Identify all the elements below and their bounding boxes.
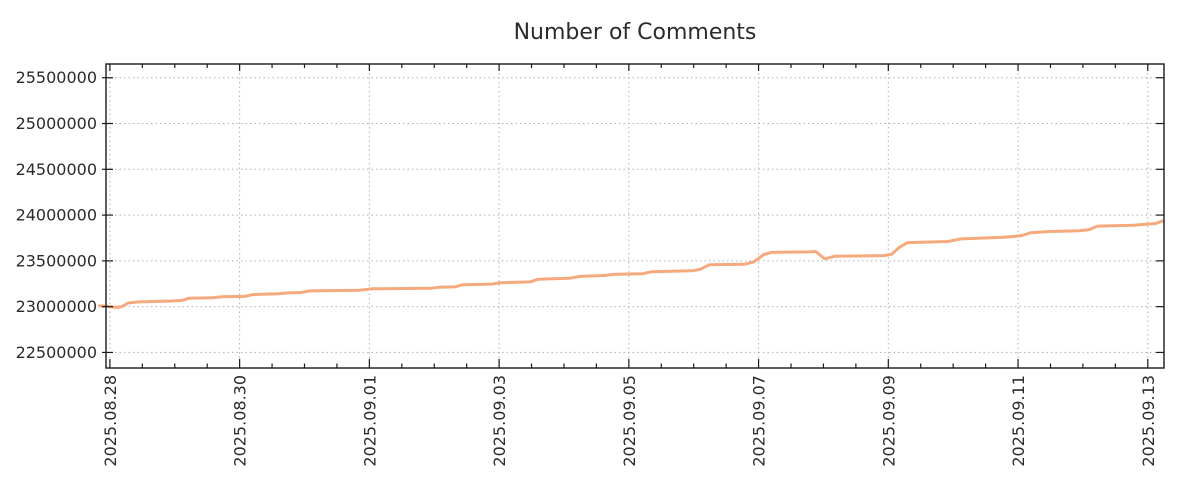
y-tick-label: 25000000 xyxy=(16,114,97,133)
comments-series-line xyxy=(98,219,1164,309)
plot-border xyxy=(105,63,1165,369)
x-tick-label: 2025.09.03 xyxy=(490,375,509,467)
x-tick-label: 2025.09.07 xyxy=(750,375,769,467)
chart-title: Number of Comments xyxy=(514,20,757,45)
y-tick-label: 24500000 xyxy=(16,160,97,179)
y-tick-label: 22500000 xyxy=(16,343,97,362)
x-tick-label: 2025.09.09 xyxy=(879,375,898,467)
x-tick-label: 2025.09.05 xyxy=(620,375,639,467)
y-tick-label: 23000000 xyxy=(16,297,97,316)
label-layer: 22500000 23000000 23500000 24000000 24500000… xyxy=(16,68,1158,466)
x-tick-label: 2025.09.11 xyxy=(1009,375,1028,467)
tick-layer xyxy=(102,64,1164,368)
grid-layer xyxy=(106,64,1164,368)
x-tick-label: 2025.09.01 xyxy=(360,375,379,467)
y-tick-label: 23500000 xyxy=(16,251,97,270)
series-layer xyxy=(98,219,1164,309)
x-tick-label: 2025.08.30 xyxy=(231,375,250,467)
x-tick-label: 2025.09.13 xyxy=(1139,375,1158,467)
y-tick-label: 24000000 xyxy=(16,206,97,225)
x-tick-label: 2025.08.28 xyxy=(101,375,120,467)
y-tick-label: 25500000 xyxy=(16,68,97,87)
